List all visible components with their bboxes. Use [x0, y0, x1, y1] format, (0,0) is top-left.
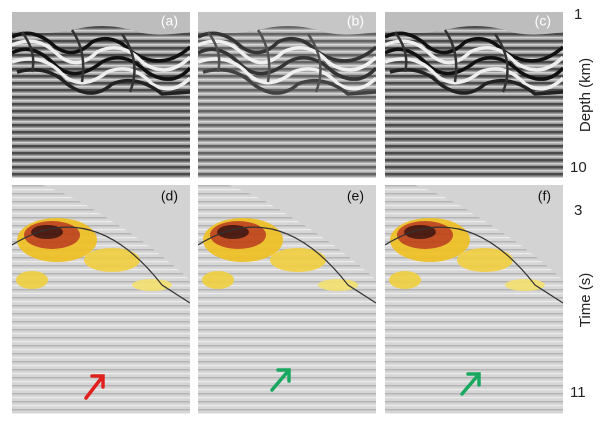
tick-label: 1 [574, 6, 582, 23]
tick-label: 10 [570, 159, 587, 176]
panel-label: (b) [347, 13, 364, 29]
figure: (a) (b) (c) (d) (e) (f) 1 Depth (km) 10 … [0, 0, 600, 421]
seismic-panel [12, 12, 190, 178]
panel-label: (f) [538, 188, 551, 204]
tick-label: 11 [570, 384, 586, 401]
panel-label: (e) [347, 188, 364, 204]
axis-label: Time (s) [577, 273, 594, 327]
seismic-panel [385, 12, 563, 178]
seismic-panel [198, 185, 376, 414]
seismic-panel [198, 12, 376, 178]
tick-label: 3 [574, 202, 582, 219]
panel-label: (c) [535, 13, 551, 29]
axis-label: Depth (km) [577, 58, 594, 132]
panel-label: (d) [161, 188, 178, 204]
panel-label: (a) [161, 13, 178, 29]
